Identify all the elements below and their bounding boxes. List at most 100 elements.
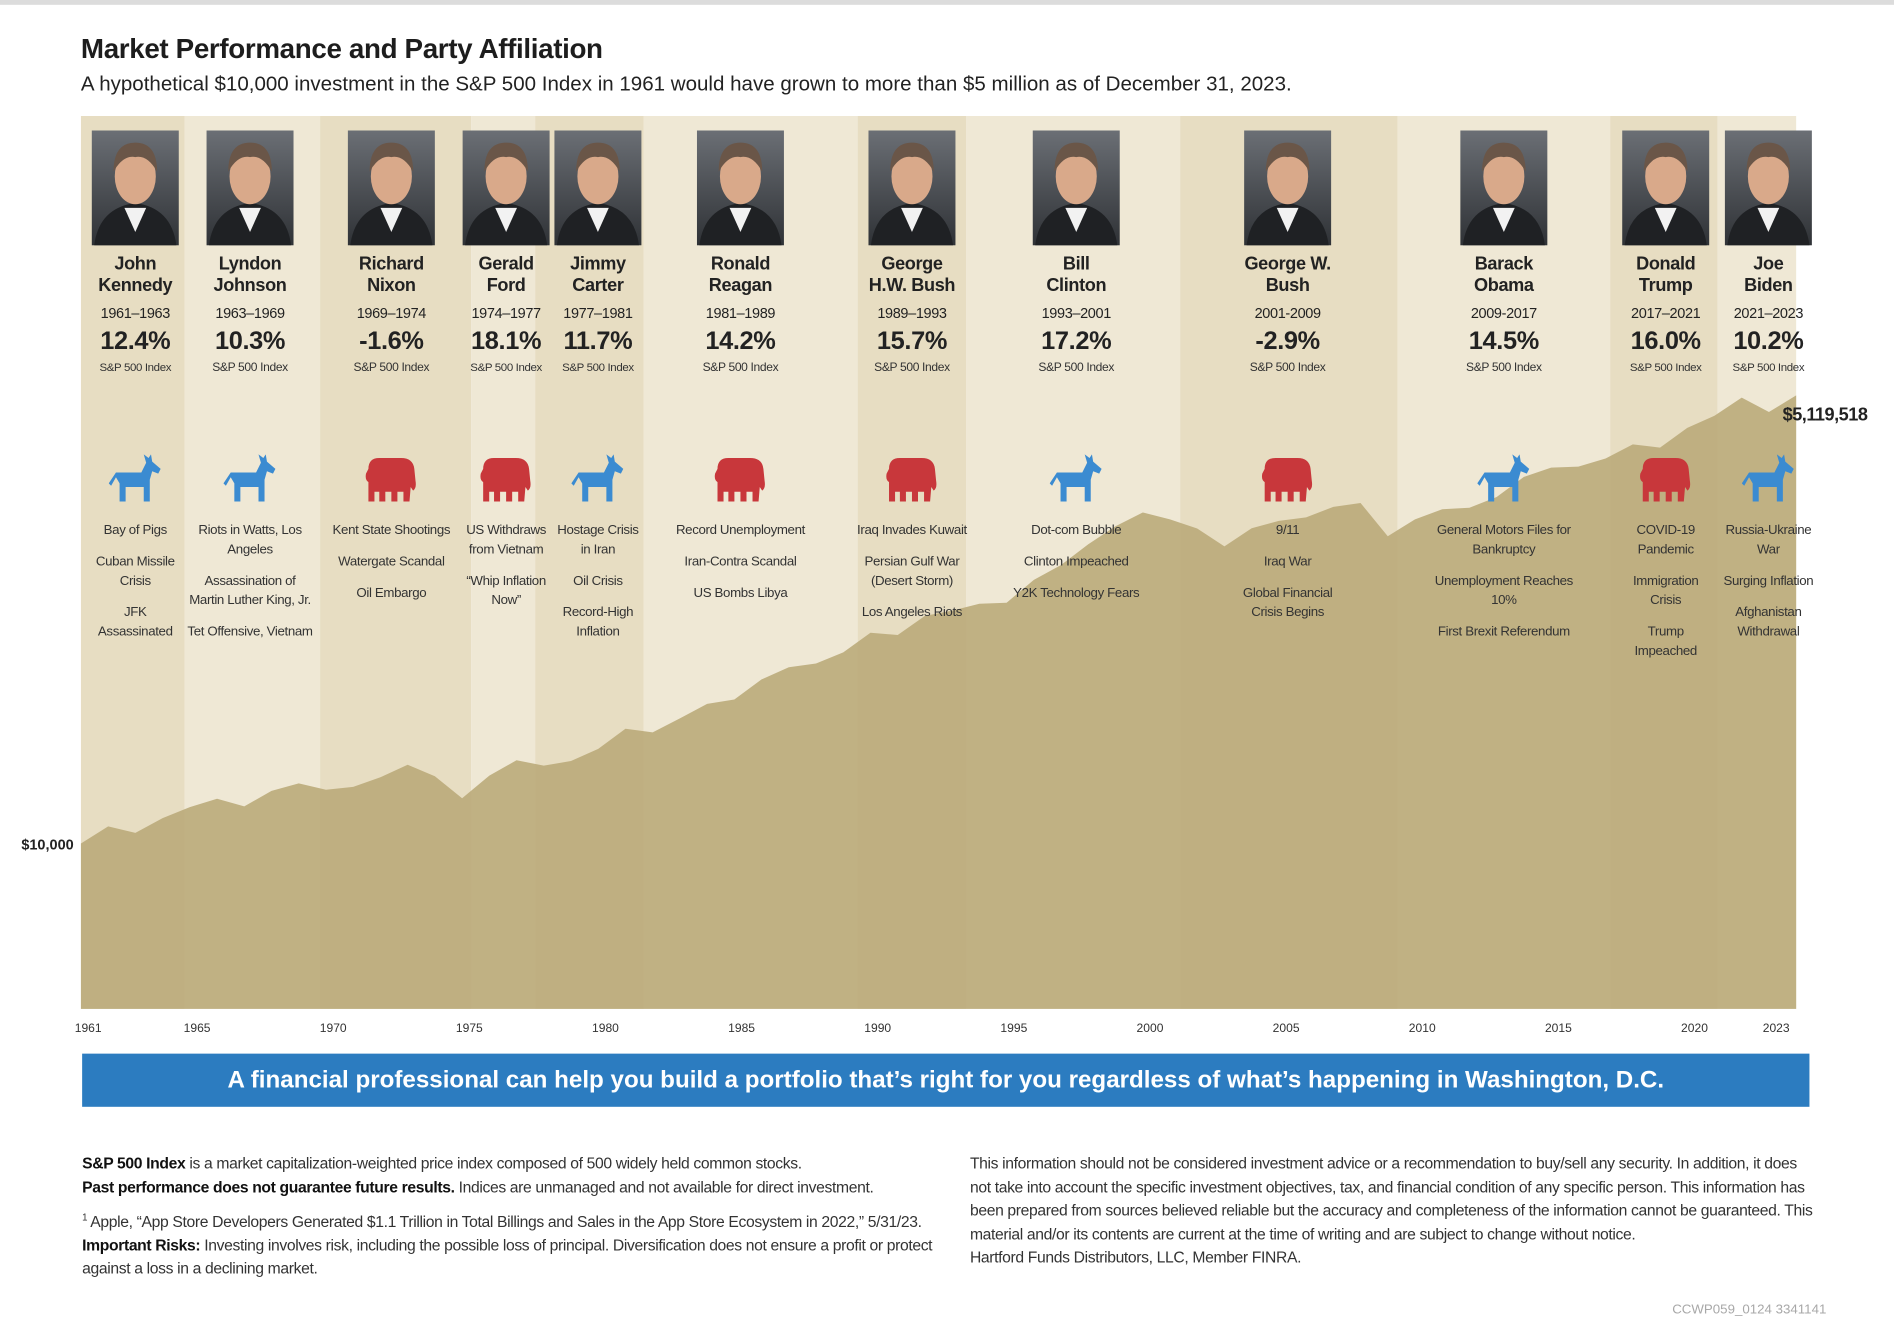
banner: A financial professional can help you bu… (82, 1053, 1810, 1107)
index-label: S&P 500 Index (1629, 361, 1702, 375)
index-label: S&P 500 Index (702, 361, 779, 375)
growth-area (80, 395, 1797, 1009)
portrait-collar (1757, 207, 1780, 232)
president-column: Ronald Reagan 1981–1989 14.2% S&P 500 Index (666, 254, 816, 381)
event: Cuban Missile Crisis (95, 554, 175, 589)
events-list: US Withdraws from Vietnam “Whip Inflation… (461, 521, 550, 622)
event: Record Unemployment (675, 523, 805, 538)
portrait (1244, 130, 1332, 246)
event: Persian Gulf War (Desert Storm) (864, 554, 960, 589)
event: Assassination of Martin Luther King, Jr. (189, 573, 311, 608)
index-return: 10.2% (1733, 327, 1804, 356)
portrait-face (1483, 148, 1525, 205)
x-tick-label: 1990 (864, 1021, 891, 1035)
event: Unemployment Reaches 10% (1434, 573, 1574, 608)
event: Record-High Inflation (562, 605, 634, 640)
events-list: Dot-com Bubble Clinton Impeached Y2K Techn… (1005, 521, 1148, 615)
index-return: -2.9% (1255, 327, 1320, 356)
president-column: Barack Obama 2009-2017 14.5% S&P 500 Index (1424, 254, 1583, 381)
event: “Whip Inflation Now” (466, 573, 546, 608)
x-tick-label: 1975 (456, 1021, 483, 1035)
event: Y2K Technology Fears (1013, 586, 1140, 601)
term-years: 1977–1981 (563, 304, 633, 322)
portrait-collar (495, 207, 517, 232)
footer-lead: Important Risks: (82, 1235, 201, 1255)
footer-text: Apple, “App Store Developers Generated $… (90, 1212, 922, 1231)
term-years: 1981–1989 (705, 304, 776, 322)
president-column: Bill Clinton 1993–2001 17.2% S&P 500 Index (1005, 254, 1148, 381)
president-column: Richard Nixon 1969–1974 -1.6% S&P 500 Index (321, 254, 461, 381)
portrait (462, 130, 550, 246)
president-first-name: Gerald (478, 253, 534, 275)
index-return: 10.3% (214, 327, 286, 356)
events-list: Kent State Shootings Watergate Scandal Oil… (321, 521, 461, 615)
footer-text: Investing involves risk, including the p… (82, 1235, 933, 1278)
footer-paragraph: S&P 500 Index is a market capitalization… (82, 1152, 942, 1176)
president-first-name: Lyndon (218, 253, 282, 275)
event: Iraq War (1263, 554, 1312, 570)
president-last-name: Johnson (213, 275, 287, 297)
subtitle: A hypothetical $10,000 investment in the… (80, 72, 1292, 96)
event: Los Angeles Riots (861, 605, 963, 620)
portrait (868, 130, 956, 246)
x-axis: 1961 1965 1970 1975 1980 1985 1990 1995 2000 2005… (21, 405, 1868, 1035)
president-last-name: Trump (1638, 275, 1693, 297)
president-last-name: Carter (572, 275, 624, 297)
event: Afghanistan Withdrawal (1735, 605, 1802, 640)
footer-text: is a market capitalization-weighted pric… (189, 1153, 802, 1173)
portrait-collar (380, 207, 403, 232)
event: Global Financial Crisis Begins (1242, 586, 1333, 620)
x-tick-label: 1985 (728, 1021, 755, 1035)
top-strip (0, 0, 1894, 5)
x-tick-label: 1980 (592, 1021, 619, 1035)
events-list: Bay of Pigs Cuban Missile Crisis JFK Assas… (86, 521, 185, 654)
x-tick-label: 2005 (1273, 1021, 1300, 1035)
x-tick-label: 2000 (1137, 1021, 1164, 1035)
portrait-collar (1492, 207, 1515, 232)
president-first-name: Bill (1062, 253, 1090, 275)
portrait-face (370, 148, 412, 205)
term-years: 1989–1993 (877, 304, 947, 322)
portrait-face (577, 148, 619, 205)
events-list: 9/11 Iraq War Global Financial Crisis Begi… (1230, 521, 1346, 635)
term-years: 1993–2001 (1041, 304, 1112, 322)
portrait-collar (729, 207, 752, 232)
event: Russia-Ukraine War (1725, 523, 1812, 558)
president-last-name: Nixon (367, 275, 416, 297)
document-code: CCWP059_0124 3341141 (1672, 1302, 1827, 1318)
portrait (1460, 130, 1548, 246)
portrait-face (114, 148, 156, 205)
index-label: S&P 500 Index (212, 361, 288, 375)
photos (91, 130, 1812, 246)
index-return: 12.4% (100, 327, 171, 356)
president-last-name: H.W. Bush (868, 275, 956, 297)
footer-lead: Past performance does not guarantee futu… (82, 1177, 455, 1196)
president-column: George W. Bush 2001-2009 -2.9% S&P 500 Index (1230, 254, 1346, 381)
index-return: 14.2% (705, 327, 776, 356)
president-first-name: Joe (1753, 253, 1784, 275)
footer-paragraph: Important Risks: Investing involves risk… (82, 1233, 942, 1280)
index-return: -1.6% (359, 327, 424, 356)
event: COVID-19 Pandemic (1636, 523, 1696, 558)
events-list: Hostage Crisis in Iran Oil Crisis Record-H… (554, 521, 641, 654)
event: First Brexit Referendum (1437, 624, 1570, 640)
portrait-collar (239, 207, 261, 232)
president-last-name: Ford (486, 275, 526, 297)
x-tick-label: 2023 (1763, 1021, 1790, 1035)
president-first-name: John (114, 253, 157, 275)
portrait (347, 130, 435, 246)
event: Immigration Crisis (1632, 573, 1699, 608)
president-first-name: Jimmy (570, 253, 626, 275)
index-label: S&P 500 Index (1732, 361, 1805, 375)
event: Oil Embargo (356, 586, 427, 601)
footer-paragraph: 1 Apple, “App Store Developers Generated… (82, 1206, 942, 1234)
president-first-name: George (881, 253, 943, 275)
president-column: Donald Trump 2017–2021 16.0% S&P 500 Index (1611, 254, 1720, 381)
portrait-face (891, 148, 933, 205)
event: US Withdraws from Vietnam (466, 523, 547, 558)
index-label: S&P 500 Index (1249, 361, 1326, 375)
events-list: COVID-19 Pandemic Immigration Crisis Trump… (1623, 521, 1708, 673)
